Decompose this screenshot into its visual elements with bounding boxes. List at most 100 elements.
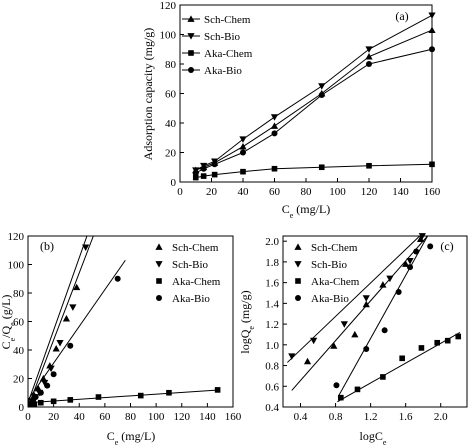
y-tick-label: 100	[8, 260, 25, 272]
y-tick-label: 40	[165, 118, 177, 130]
x-axis-title-part-2: (mg/L)	[118, 429, 155, 443]
data-point	[434, 339, 441, 346]
data-point	[270, 122, 279, 129]
data-point	[318, 164, 325, 171]
x-axis-title: Ce (mg/L)	[282, 202, 331, 220]
y-tick-label: 20	[13, 374, 25, 386]
data-point	[240, 149, 246, 156]
x-tick-label: 1.2	[364, 411, 378, 423]
x-tick-label: 0	[25, 411, 31, 423]
data-point	[386, 275, 394, 283]
x-tick-label: 100	[148, 411, 165, 423]
data-point	[429, 161, 435, 168]
x-tick-label: 80	[125, 411, 137, 423]
y-axis-title-part-0: logQ	[238, 329, 252, 353]
data-point	[270, 114, 279, 121]
x-tick-label: 100	[329, 186, 346, 198]
series-aka-chem	[192, 161, 435, 181]
data-point	[340, 321, 348, 328]
legend-label: Sch-Bio	[172, 259, 209, 271]
x-tick-label: 20	[48, 411, 60, 423]
x-axis-title-part-1: e	[115, 438, 119, 447]
legend-marker	[294, 243, 302, 250]
data-point	[362, 300, 370, 308]
data-point	[444, 337, 451, 344]
data-point	[239, 136, 247, 143]
data-point	[399, 355, 405, 362]
data-point	[56, 339, 64, 347]
y-axis-title-part-3: e	[8, 322, 17, 326]
legend-item: Aka-Bio	[295, 293, 349, 305]
x-tick-label: 60	[99, 411, 111, 423]
series-sch-bio	[287, 233, 426, 363]
y-tick-label: 20	[165, 148, 177, 160]
y-tick-label: 60	[165, 89, 177, 101]
y-tick-label: 0.8	[265, 361, 279, 373]
legend-label: Sch-Chem	[172, 242, 219, 254]
data-point	[240, 168, 246, 175]
data-point	[95, 394, 102, 400]
legend-item: Sch-Bio	[155, 259, 209, 271]
data-point	[50, 371, 57, 378]
data-point	[34, 384, 42, 392]
legend-marker	[295, 295, 301, 301]
legend-item: Sch-Chem	[155, 242, 219, 254]
legend-item: Aka-Bio	[156, 293, 210, 305]
data-point	[351, 330, 359, 338]
y-tick-label: 2.0	[265, 236, 279, 248]
data-point	[303, 357, 312, 365]
data-point	[407, 264, 414, 271]
legend-marker	[188, 50, 194, 56]
data-point	[67, 397, 74, 403]
legend-item: Aka-Chem	[156, 276, 221, 288]
legend-label: Sch-Bio	[311, 259, 348, 271]
panel-c: 0.4 0.8 1.2 1.6 2.0 0.4 0.6 0.8 1.0 1.2 1.4 1.6 1.8 2…	[238, 233, 468, 447]
series-aka-chem	[337, 331, 462, 403]
data-point	[365, 53, 373, 60]
series-aka-bio	[192, 46, 435, 177]
legend-marker	[295, 278, 301, 284]
x-axis-title-part-1: e	[290, 211, 294, 220]
data-point	[62, 315, 71, 322]
data-point	[333, 382, 340, 389]
data-point	[166, 389, 172, 396]
y-tick-label: 120	[160, 0, 177, 12]
legend-item: Sch-Bio	[182, 31, 241, 43]
data-point	[50, 398, 57, 405]
y-tick-label: 1.8	[265, 257, 279, 269]
x-tick-label: 0.4	[294, 411, 308, 423]
legend-label: Sch-Chem	[311, 242, 358, 254]
legend-item: Sch-Chem	[294, 242, 358, 254]
fit-line	[27, 259, 126, 401]
fit-line	[287, 235, 421, 363]
y-tick-label: 0.4	[265, 402, 279, 414]
x-tick-label: 160	[424, 186, 441, 198]
data-point	[427, 243, 434, 250]
data-point	[192, 174, 199, 181]
legend-marker	[155, 261, 163, 268]
y-tick-label: 120	[8, 231, 25, 243]
data-point	[37, 389, 44, 396]
y-tick-label: 0	[19, 402, 25, 414]
legend-label: Sch-Bio	[204, 31, 241, 43]
data-point	[429, 46, 435, 53]
data-point	[44, 382, 51, 389]
data-point	[192, 170, 199, 177]
x-tick-label: 120	[361, 186, 378, 198]
x-axis-title: Ce (mg/L)	[107, 429, 156, 447]
y-axis-title: Ce/Qe (g/L)	[0, 295, 17, 350]
data-point	[366, 61, 372, 67]
data-point	[288, 353, 296, 360]
data-point	[239, 143, 247, 150]
series-aka-bio	[333, 235, 434, 397]
x-tick-label: 20	[206, 186, 218, 198]
y-tick-label: 1.6	[265, 278, 279, 290]
x-axis-title-part-0: C	[107, 429, 115, 443]
y-tick-label: 0	[171, 177, 177, 189]
x-tick-label: 40	[238, 186, 250, 198]
x-tick-label: 40	[74, 411, 86, 423]
legend-label: Aka-Bio	[204, 65, 242, 77]
series-aka-bio	[27, 259, 126, 408]
data-point	[67, 342, 74, 349]
data-point	[380, 374, 386, 380]
